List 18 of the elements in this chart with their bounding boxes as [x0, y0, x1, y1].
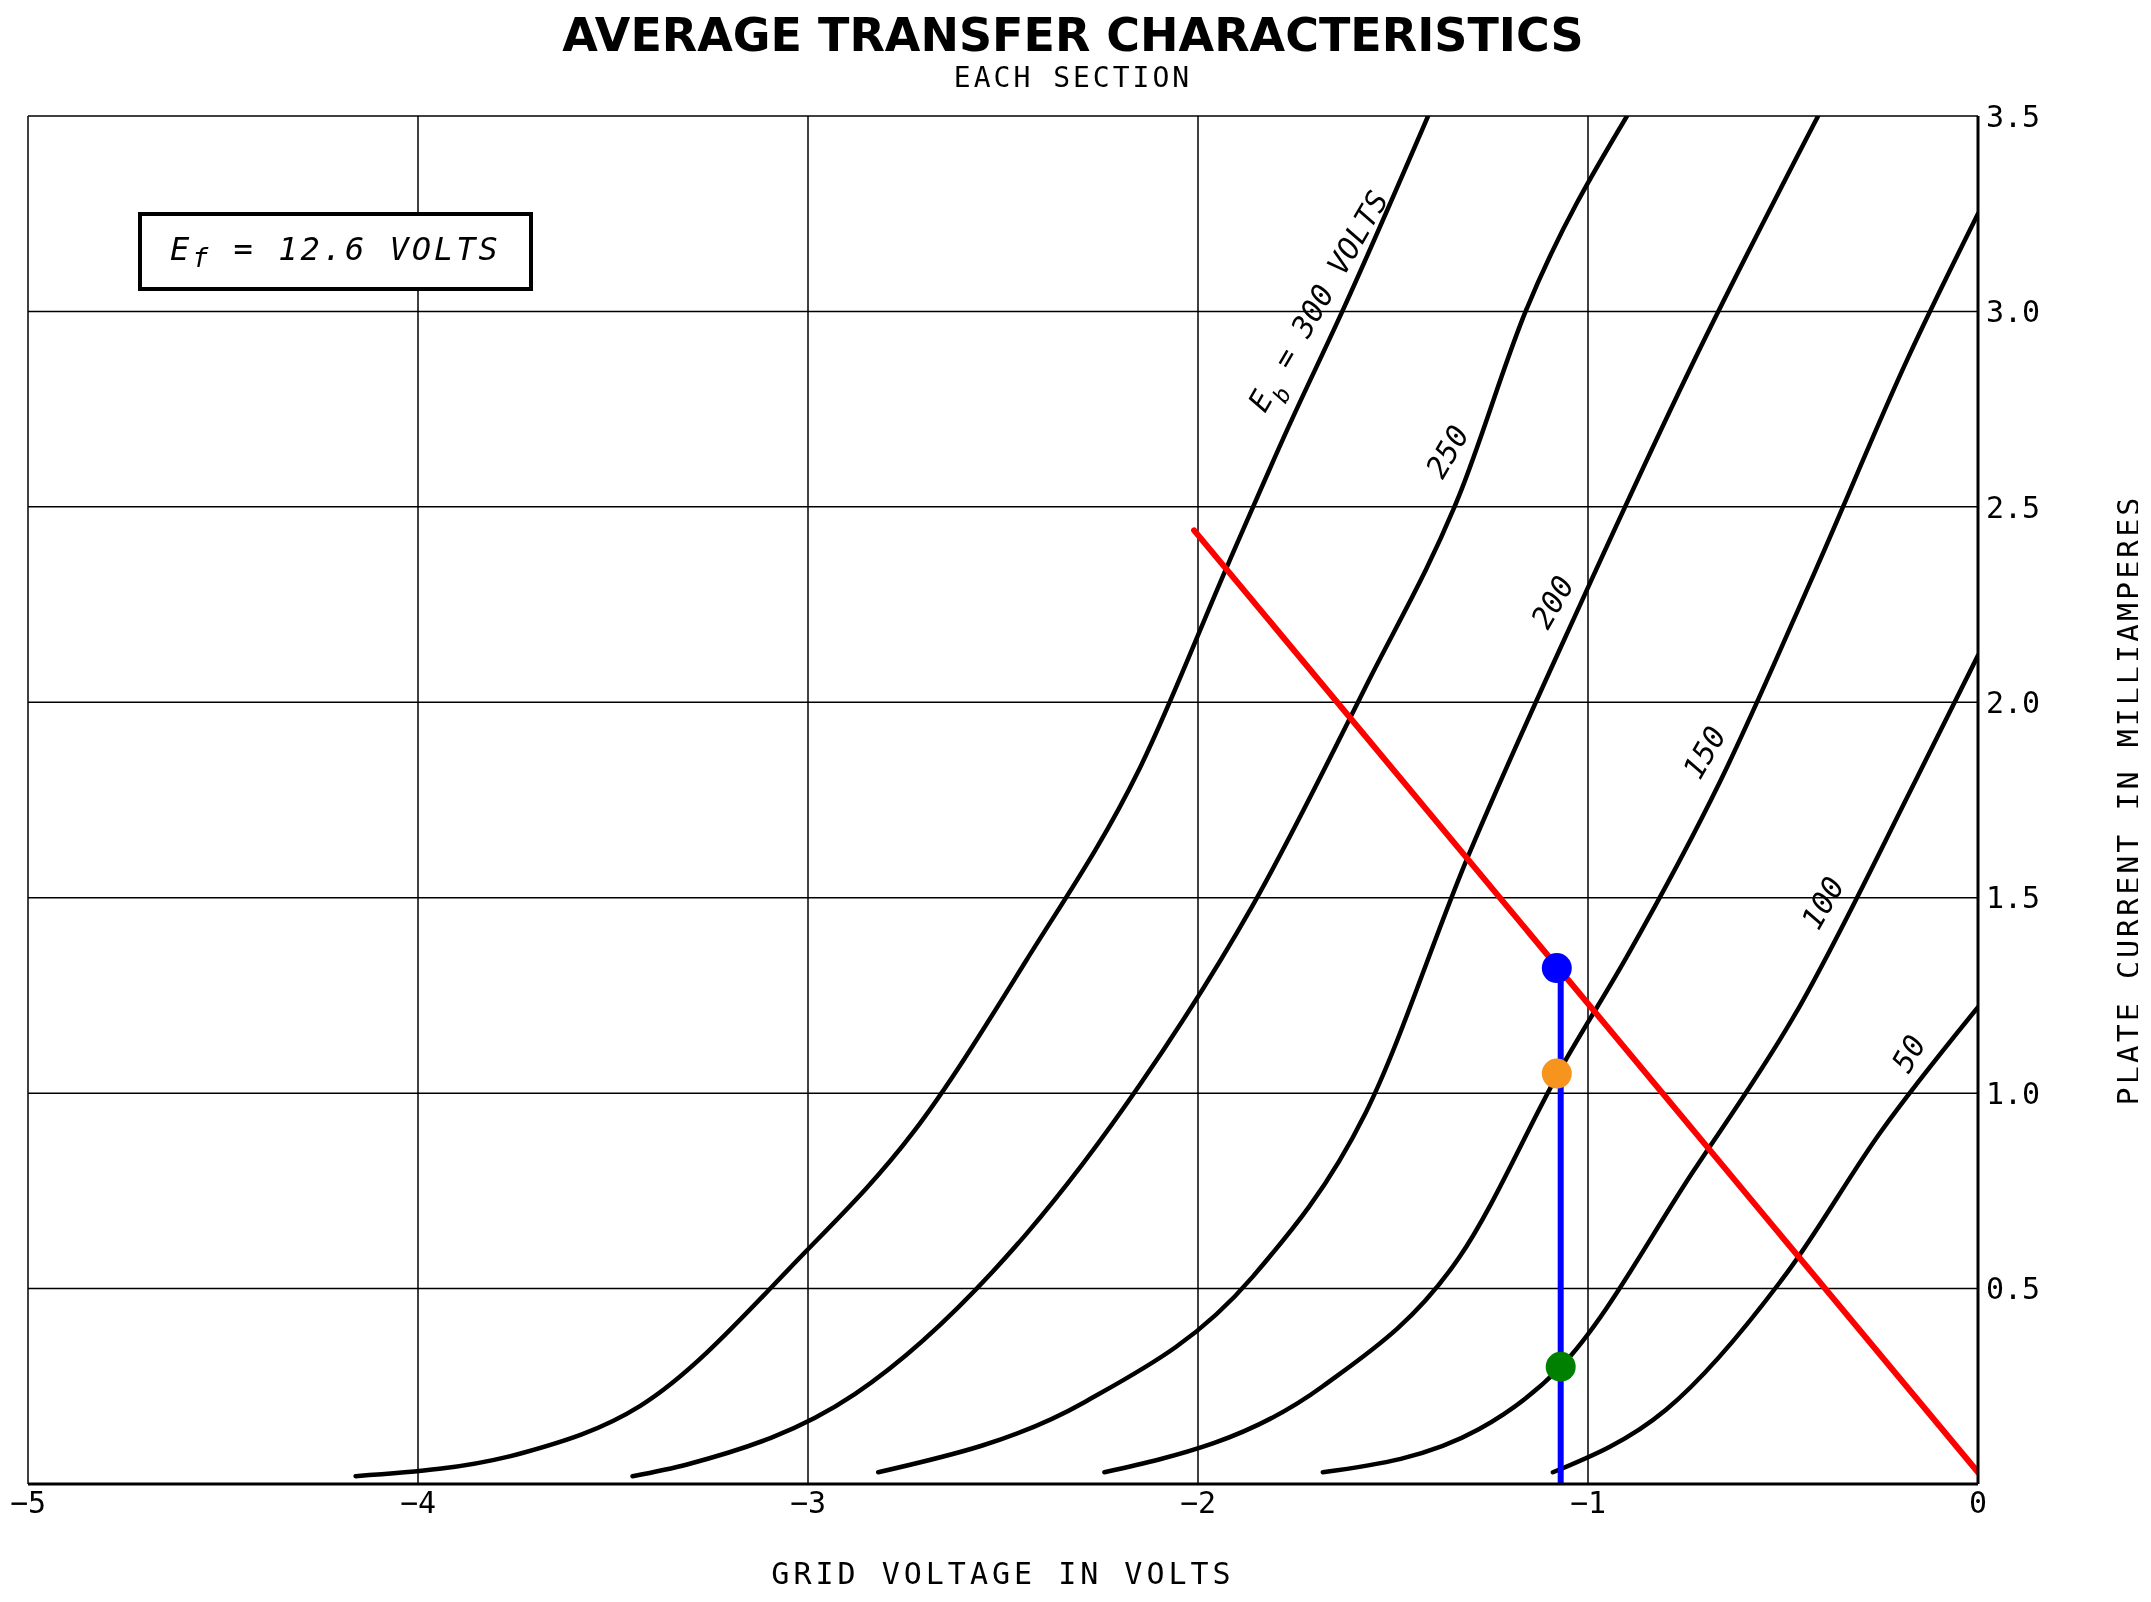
text: 50	[1884, 1029, 1933, 1078]
y-tick-label: 1.0	[1986, 1075, 2041, 1111]
x-tick-label: 0	[1968, 1485, 1988, 1521]
chart-subtitle: EACH SECTION	[952, 61, 1194, 94]
y-tick-label: 3.0	[1986, 294, 2041, 330]
x-tick-label: −3	[789, 1485, 827, 1521]
x-tick-label: −2	[1179, 1485, 1217, 1521]
y-tick-label: 2.5	[1986, 489, 2041, 525]
chart-title: AVERAGE TRANSFER CHARACTERISTICS	[561, 8, 1585, 62]
y-tick-label: 2.0	[1986, 684, 2041, 720]
y-tick-label: 3.5	[1986, 98, 2041, 134]
x-tick-label: −1	[1569, 1485, 1607, 1521]
x-tick-label: −5	[9, 1485, 47, 1521]
y-tick-label: 1.5	[1986, 880, 2041, 916]
x-tick-label: −4	[399, 1485, 437, 1521]
x-axis-title: GRID VOLTAGE IN VOLTS	[771, 1556, 1235, 1591]
y-tick-label: 0.5	[1986, 1271, 2041, 1307]
annotation: E$_{f}$ = 12.6 VOLTS	[138, 212, 533, 292]
